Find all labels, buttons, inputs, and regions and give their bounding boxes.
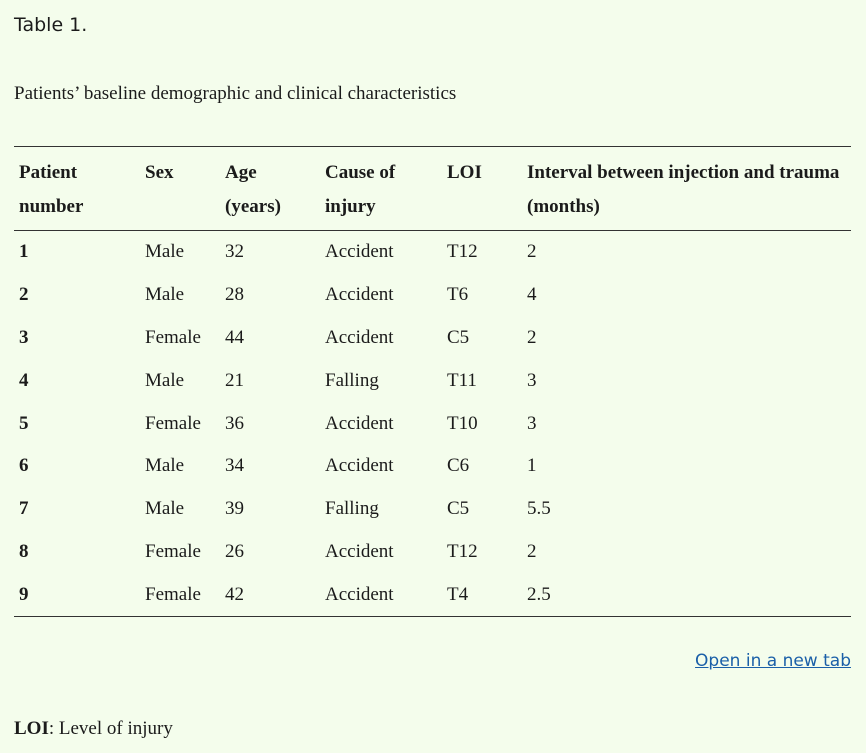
table-cell: T4 bbox=[447, 583, 469, 605]
table-cell: 3 bbox=[527, 369, 537, 391]
table-cell: 8 bbox=[19, 540, 29, 562]
table-cell: Accident bbox=[325, 540, 394, 562]
table-caption: Patients’ baseline demographic and clini… bbox=[14, 83, 457, 104]
footnote-text: : Level of injury bbox=[48, 718, 173, 739]
table-row: 5 Female 36 Accident T10 3 bbox=[14, 402, 851, 445]
header-cell: LOI bbox=[447, 162, 482, 183]
table-cell: Male bbox=[145, 241, 185, 263]
table-cell: Male bbox=[145, 455, 185, 477]
table-cell: 5 bbox=[19, 412, 29, 434]
table-cell: Accident bbox=[325, 241, 394, 263]
table-cell: Falling bbox=[325, 369, 379, 391]
table-cell: 2 bbox=[19, 284, 29, 306]
table-cell: Falling bbox=[325, 498, 379, 520]
table-body: 1 Male 32 Accident T12 2 2 Male 28 Accident T6 4 3 Fe… bbox=[14, 231, 851, 617]
table-cell: T10 bbox=[447, 412, 478, 434]
table-cell: 3 bbox=[527, 412, 537, 434]
table-cell: 7 bbox=[19, 498, 29, 520]
header-row: Patient number Sex Age (years) Cause of inj… bbox=[14, 146, 851, 231]
table-cell: 4 bbox=[527, 284, 537, 306]
table-row: 2 Male 28 Accident T6 4 bbox=[14, 274, 851, 317]
table-cell: 1 bbox=[19, 241, 29, 263]
table-cell: 34 bbox=[225, 455, 244, 477]
table-cell: Accident bbox=[325, 326, 394, 348]
table-row: 4 Male 21 Falling T11 3 bbox=[14, 359, 851, 402]
header-cell: Patient number bbox=[19, 162, 84, 217]
table-cell: 2 bbox=[527, 326, 537, 348]
table-cell: C5 bbox=[447, 326, 470, 348]
data-table: Patient number Sex Age (years) Cause of inj… bbox=[14, 146, 851, 617]
table-head: Patient number Sex Age (years) Cause of inj… bbox=[14, 146, 851, 231]
table-row: 7 Male 39 Falling C5 5.5 bbox=[14, 488, 851, 531]
table-cell: Accident bbox=[325, 583, 394, 605]
table-cell: C5 bbox=[447, 498, 470, 520]
table-cell: Female bbox=[145, 583, 201, 605]
table-row: 9 Female 42 Accident T4 2.5 bbox=[14, 573, 851, 617]
table-cell: Accident bbox=[325, 412, 394, 434]
table-cell: 32 bbox=[225, 241, 244, 263]
table-cell: Female bbox=[145, 412, 201, 434]
table-cell: C6 bbox=[447, 455, 470, 477]
table-cell: Male bbox=[145, 498, 185, 520]
header-cell: Cause of injury bbox=[325, 162, 396, 217]
table-cell: 26 bbox=[225, 540, 244, 562]
table-cell: 28 bbox=[225, 284, 244, 306]
table-cell: Male bbox=[145, 369, 185, 391]
table-cell: 44 bbox=[225, 326, 244, 348]
table-cell: 21 bbox=[225, 369, 244, 391]
table-row: 3 Female 44 Accident C5 2 bbox=[14, 317, 851, 360]
table-cell: T12 bbox=[447, 540, 478, 562]
table-cell: Female bbox=[145, 326, 201, 348]
header-cell: Interval between injection and trauma (m… bbox=[527, 162, 840, 217]
table-row: 6 Male 34 Accident C6 1 bbox=[14, 445, 851, 488]
table-label: Table 1. bbox=[14, 14, 88, 36]
table-row: 8 Female 26 Accident T12 2 bbox=[14, 531, 851, 574]
table-cell: 1 bbox=[527, 455, 537, 477]
table-cell: 39 bbox=[225, 498, 244, 520]
header-cell: Age (years) bbox=[225, 162, 281, 217]
table-cell: 3 bbox=[19, 326, 29, 348]
table-row: 1 Male 32 Accident T12 2 bbox=[14, 231, 851, 274]
table-cell: 2.5 bbox=[527, 583, 551, 605]
open-new-tab-link[interactable]: Open in a new tab bbox=[695, 651, 851, 671]
table-cell: T11 bbox=[447, 369, 477, 391]
table-cell: Male bbox=[145, 284, 185, 306]
table-cell: 4 bbox=[19, 369, 29, 391]
table-cell: 42 bbox=[225, 583, 244, 605]
table-cell: Accident bbox=[325, 455, 394, 477]
table-cell: 2 bbox=[527, 241, 537, 263]
table-cell: T6 bbox=[447, 284, 469, 306]
header-cell: Sex bbox=[145, 162, 174, 183]
table-cell: 2 bbox=[527, 540, 537, 562]
table-cell: Female bbox=[145, 540, 201, 562]
table-cell: 6 bbox=[19, 455, 29, 477]
table-cell: Accident bbox=[325, 284, 394, 306]
footnote-term: LOI bbox=[14, 718, 49, 739]
table-cell: 36 bbox=[225, 412, 244, 434]
table-cell: 5.5 bbox=[527, 498, 551, 520]
table-cell: 9 bbox=[19, 583, 29, 605]
footnote: LOI: Level of injury bbox=[14, 718, 173, 740]
table-cell: T12 bbox=[447, 241, 478, 263]
